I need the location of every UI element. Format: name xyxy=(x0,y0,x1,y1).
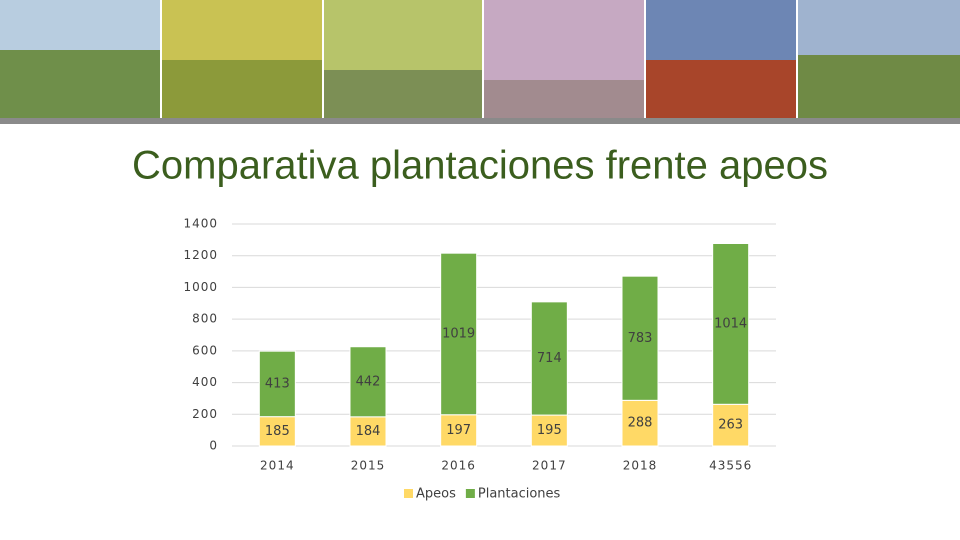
legend-swatch xyxy=(404,489,413,498)
photo xyxy=(324,0,482,70)
legend-swatch xyxy=(465,489,475,498)
bar-segment xyxy=(440,414,478,447)
legend-label: Plantaciones xyxy=(478,487,561,502)
photo xyxy=(162,0,322,60)
bar-segment xyxy=(349,416,387,447)
bar-segment xyxy=(530,414,568,447)
bar-segment xyxy=(440,252,478,416)
data-label: 263 xyxy=(718,418,743,433)
photo xyxy=(0,0,160,50)
y-tick-label: 200 xyxy=(192,407,218,421)
y-tick-label: 1000 xyxy=(183,280,218,294)
bar-segment xyxy=(530,301,568,416)
data-label: 197 xyxy=(446,423,471,438)
data-label: 413 xyxy=(265,376,290,391)
bar-segment xyxy=(349,346,387,418)
data-label: 195 xyxy=(537,423,562,438)
chart-title: Comparativa plantaciones frente apeos xyxy=(132,144,828,188)
y-tick-label: 0 xyxy=(209,439,218,453)
x-tick-label: 2016 xyxy=(441,459,476,473)
data-label: 184 xyxy=(356,424,381,439)
data-label: 442 xyxy=(356,374,381,389)
x-tick-label: 43556 xyxy=(709,459,752,473)
x-tick-label: 2015 xyxy=(351,459,386,473)
photo xyxy=(646,0,796,60)
data-label: 1014 xyxy=(714,316,747,331)
y-tick-label: 800 xyxy=(192,312,218,326)
bar-segment xyxy=(621,275,659,401)
bar-segment xyxy=(621,399,659,447)
x-tick-label: 2018 xyxy=(623,459,658,473)
data-label: 1019 xyxy=(442,326,475,341)
data-label: 185 xyxy=(265,424,290,439)
data-label: 714 xyxy=(537,351,562,366)
bar-segment xyxy=(258,416,296,447)
bar-segment xyxy=(712,403,750,447)
x-tick-label: 2014 xyxy=(260,459,295,473)
y-tick-label: 1200 xyxy=(183,248,218,262)
photo-strip xyxy=(0,0,960,124)
bar-segment xyxy=(712,243,750,405)
y-tick-label: 600 xyxy=(192,343,218,357)
x-tick-label: 2017 xyxy=(532,459,567,473)
y-tick-label: 1400 xyxy=(183,217,218,231)
photo xyxy=(798,0,960,55)
data-label: 783 xyxy=(628,331,653,346)
data-label: 288 xyxy=(628,416,653,431)
legend-label: Apeos xyxy=(416,487,456,502)
photo xyxy=(484,0,644,80)
divider xyxy=(0,118,960,124)
y-tick-label: 400 xyxy=(192,375,218,389)
bar-segment xyxy=(258,350,296,418)
